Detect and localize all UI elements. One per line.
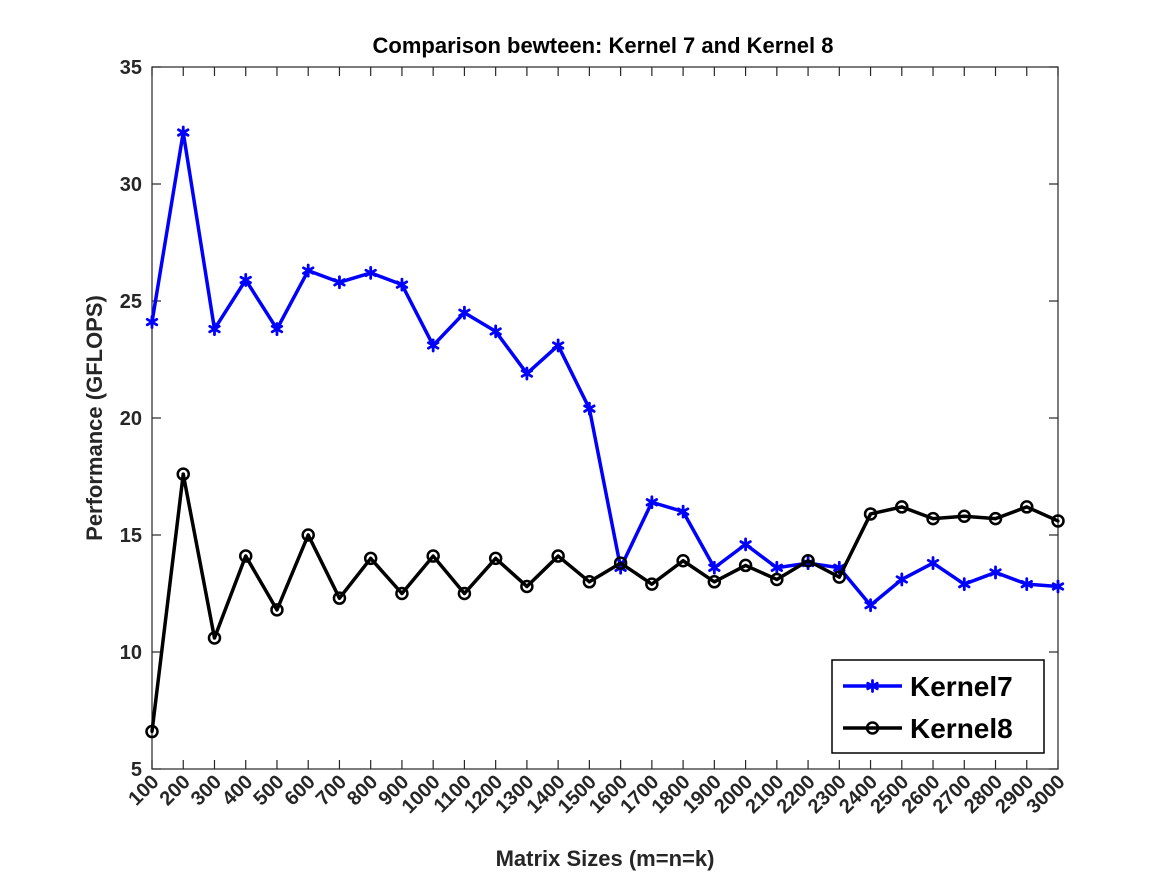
data-point-kernel7 (1051, 579, 1065, 594)
data-point-kernel8 (832, 570, 847, 584)
legend-label-kernel7: Kernel7 (910, 671, 1013, 702)
data-point-kernel7 (676, 504, 690, 519)
data-point-kernel7 (145, 315, 159, 329)
data-point-kernel8 (363, 551, 378, 566)
y-tick-label: 35 (120, 57, 142, 79)
plot-area (151, 66, 1059, 770)
data-point-kernel8 (176, 467, 190, 481)
data-point-kernel7 (1020, 577, 1033, 592)
legend-marker-icon-kernel7 (866, 679, 879, 693)
data-point-kernel8 (1051, 514, 1065, 528)
data-point-kernel7 (208, 322, 221, 336)
data-point-kernel8 (332, 591, 347, 605)
data-point-kernel7 (989, 565, 1002, 580)
data-point-kernel8 (145, 724, 159, 739)
data-point-kernel8 (520, 579, 534, 594)
x-axis-label: Matrix Sizes (m=n=k) (496, 846, 715, 871)
data-point-kernel8 (582, 575, 597, 589)
x-tick-label: 700 (312, 771, 351, 810)
data-point-kernel7 (364, 266, 377, 280)
legend-marker-kernel8 (865, 721, 880, 735)
y-tick-label: 30 (120, 174, 142, 196)
data-point-kernel7 (270, 322, 284, 336)
data-point-kernel8 (613, 556, 628, 570)
y-tick-label: 5 (131, 759, 142, 781)
data-point-kernel8 (645, 577, 659, 591)
data-point-kernel8 (238, 549, 253, 563)
data-point-kernel8 (395, 586, 409, 601)
x-tick-label: 200 (156, 771, 195, 810)
y-tick-label: 15 (120, 525, 142, 547)
data-point-kernel8 (426, 549, 440, 563)
data-point-kernel7 (958, 577, 971, 592)
data-point-kernel8 (926, 511, 940, 526)
x-tick-label: 300 (187, 771, 226, 810)
data-point-kernel8 (207, 631, 222, 645)
x-tick-label: 400 (218, 771, 257, 810)
x-tick-label: 500 (249, 771, 288, 810)
x-tick-label: 600 (281, 771, 320, 810)
data-point-kernel8 (457, 586, 472, 601)
data-point-kernel7 (770, 560, 783, 575)
series-layer (145, 125, 1065, 739)
data-point-kernel8 (270, 603, 284, 617)
data-point-kernel7 (583, 401, 596, 416)
data-point-kernel7 (395, 277, 409, 292)
data-point-kernel7 (708, 560, 721, 575)
data-point-kernel8 (1020, 500, 1034, 514)
data-point-kernel8 (488, 551, 503, 566)
data-point-kernel7 (895, 572, 908, 587)
data-point-kernel7 (333, 275, 346, 290)
data-point-kernel7 (302, 263, 315, 278)
y-axis-label: Performance (GFLOPS) (82, 295, 107, 541)
data-point-kernel8 (738, 558, 753, 573)
data-point-kernel8 (676, 553, 690, 568)
x-tick-label: 800 (343, 771, 382, 810)
data-point-kernel8 (770, 572, 784, 587)
data-point-kernel8 (801, 553, 815, 568)
data-point-kernel7 (458, 305, 471, 320)
data-point-kernel7 (551, 338, 565, 353)
data-point-kernel7 (520, 366, 534, 381)
data-point-kernel7 (645, 495, 659, 510)
legend-marker-icon-kernel8 (865, 721, 880, 735)
y-tick-label: 10 (120, 642, 142, 664)
data-point-kernel8 (551, 549, 565, 563)
data-point-kernel7 (739, 537, 752, 552)
y-tick-label: 20 (120, 408, 142, 430)
data-point-kernel7 (864, 598, 877, 613)
data-point-kernel7 (926, 556, 940, 570)
y-tick-label: 25 (120, 291, 142, 313)
data-point-kernel7 (489, 324, 502, 339)
data-point-kernel8 (957, 509, 972, 524)
series-kernel8 (145, 467, 1065, 739)
chart-title: Comparison bewteen: Kernel 7 and Kernel … (373, 33, 834, 58)
legend-marker-kernel7 (866, 679, 879, 693)
data-point-kernel8 (301, 528, 315, 542)
data-point-kernel8 (895, 500, 909, 514)
data-point-kernel8 (988, 511, 1003, 526)
legend: Kernel7 Kernel8 (831, 659, 1045, 754)
data-point-kernel7 (427, 338, 440, 353)
data-point-kernel8 (707, 575, 722, 589)
data-point-kernel7 (177, 125, 190, 140)
legend-box (831, 659, 1045, 754)
y-axis: 5 10 15 20 25 30 35 (120, 57, 1058, 781)
data-point-kernel7 (239, 273, 252, 287)
data-point-kernel8 (863, 507, 878, 521)
legend-label-kernel8: Kernel8 (910, 713, 1013, 744)
